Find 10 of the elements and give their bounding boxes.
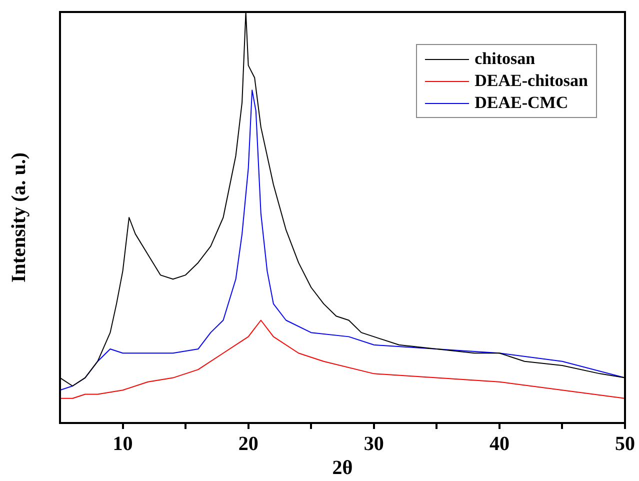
x-tick-label: 10	[112, 433, 133, 456]
x-tick-label: 50	[615, 433, 635, 456]
legend-label: DEAE-chitosan	[474, 71, 588, 91]
legend-label: DEAE-CMC	[474, 93, 568, 113]
y-axis-title: Intensity (a. u.)	[8, 152, 30, 283]
x-tick-label: 30	[364, 433, 384, 456]
legend-label: chitosan	[474, 49, 536, 69]
x-axis-title: 2θ	[332, 457, 353, 480]
x-tick-label: 20	[238, 433, 258, 456]
x-tick-label: 40	[489, 433, 510, 456]
